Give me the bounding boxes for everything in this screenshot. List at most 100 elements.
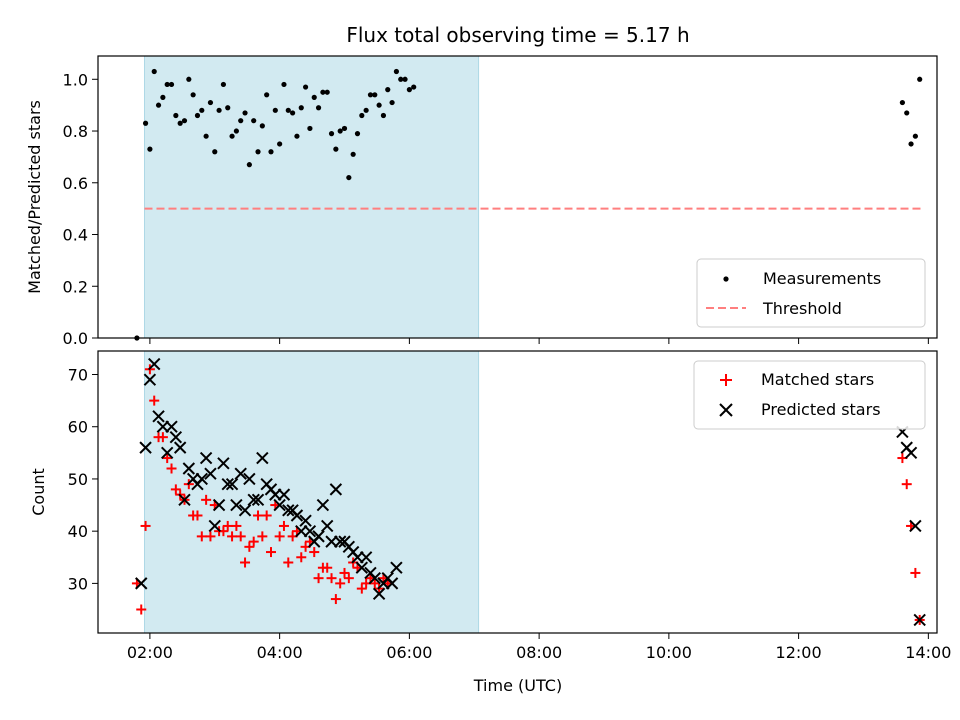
measurement-point [290,110,296,116]
predicted-star-point [273,498,286,512]
predicted-star-point [221,477,234,491]
measurement-point [173,112,179,119]
legend-threshold-label: Threshold [762,299,842,318]
y-tick-label: 0.8 [63,122,88,141]
measurement-point [311,94,317,100]
predicted-star-point [208,519,221,533]
measurement-point [899,99,906,106]
bottom-plot-frame [97,350,938,634]
bottom-plot: 30 40 50 60 70 02:00 04:00 06:00 08:00 10:00 12:0… [29,350,951,695]
bottom-y-ticks: 30 40 50 60 70 [68,366,98,593]
measurement-point [372,92,378,98]
matched-star-point [205,531,216,542]
predicted-star-point [359,551,373,564]
matched-star-point [283,557,294,568]
measurement-point [359,112,365,119]
predicted-star-point [169,430,183,444]
measurement-point [268,149,274,155]
matched-star-point [322,562,333,573]
matched-star-point [335,578,346,589]
matched-star-point [265,547,276,558]
matched-star-point [274,531,285,542]
predicted-star-point [329,483,343,496]
y-tick-label: 0.4 [63,226,88,245]
measurement-point [164,81,170,88]
measurement-point [220,81,227,88]
measurement-point [346,174,352,181]
top-plot: 0.0 0.2 0.4 0.6 0.8 1.0 Matched/Predicted sta… [25,55,938,348]
measurement-point [380,112,387,119]
measurement-point [242,110,248,116]
measurement-point [194,112,201,119]
legend-predicted-label: Predicted stars [761,400,881,419]
chart-title: Flux total observing time = 5.17 h [346,23,689,47]
measurement-point [238,118,244,124]
measurement-point [406,87,412,93]
matched-star-point [149,395,160,406]
predicted-star-point [139,441,152,454]
matched-star-point [170,484,181,495]
matched-star-point [369,578,380,589]
measurement-point [155,102,162,108]
x-tick-label: 10:00 [646,643,692,662]
measurement-point [350,151,356,157]
top-y-ticks: 0.0 0.2 0.4 0.6 0.8 1.0 [63,70,98,348]
predicted-star-point [148,357,161,371]
measurement-point [190,92,196,98]
y-tick-label: 70 [68,366,88,385]
predicted-star-point [234,467,247,480]
top-y-axis-label: Matched/Predicted stars [25,100,44,294]
measurement-point [203,133,209,139]
measurement-point [229,133,235,139]
matched-star-point [136,604,147,615]
legend-measurements-marker [723,276,729,282]
measurement-point [259,123,265,129]
matched-star-point [196,531,207,542]
predicted-star-point [247,493,260,507]
matched-star-point [330,594,341,605]
y-tick-label: 60 [68,418,88,437]
predicted-star-point [333,535,347,548]
matched-star-point [222,520,233,531]
measurement-point [160,94,166,100]
top-legend: Measurements Threshold [696,258,926,328]
predicted-star-point [135,577,148,590]
measurement-point [142,120,149,126]
measurement-point [294,133,300,139]
predicted-star-point [251,493,265,507]
measurement-point [307,125,313,132]
predicted-star-point [212,498,226,512]
x-tick-label: 12:00 [776,643,822,662]
x-axis-label: Time (UTC) [473,676,562,695]
measurement-point [354,131,361,137]
legend-matched-label: Matched stars [761,370,874,389]
measurement-point [376,102,382,108]
measurement-point [181,118,188,124]
predicted-star-point [225,477,239,491]
matched-star-point [240,557,251,568]
measurement-point [337,128,343,134]
top-shaded-span [143,55,480,339]
measurement-point [328,131,335,137]
predicted-star-point [312,530,325,543]
measurement-point [255,149,261,155]
predicted-star-point [230,498,243,512]
x-tick-label: 02:00 [127,643,173,662]
predicted-star-point [303,524,317,538]
matched-star-point [356,583,367,594]
measurement-point [324,89,330,95]
measurement-point [363,107,369,113]
predicted-star-point [178,493,191,507]
predicted-star-point [173,441,187,454]
matched-star-point [261,510,272,521]
predicted-star-point [316,498,330,512]
measurement-point [320,89,326,95]
measurement-point [302,84,309,90]
predicted-star-point [372,587,386,601]
y-tick-label: 0.6 [63,174,88,193]
matched-star-point [235,531,246,542]
measurement-point [912,133,918,139]
matched-star-point [253,510,264,521]
predicted-star-point [199,451,213,465]
predicted-star-point [195,472,209,486]
